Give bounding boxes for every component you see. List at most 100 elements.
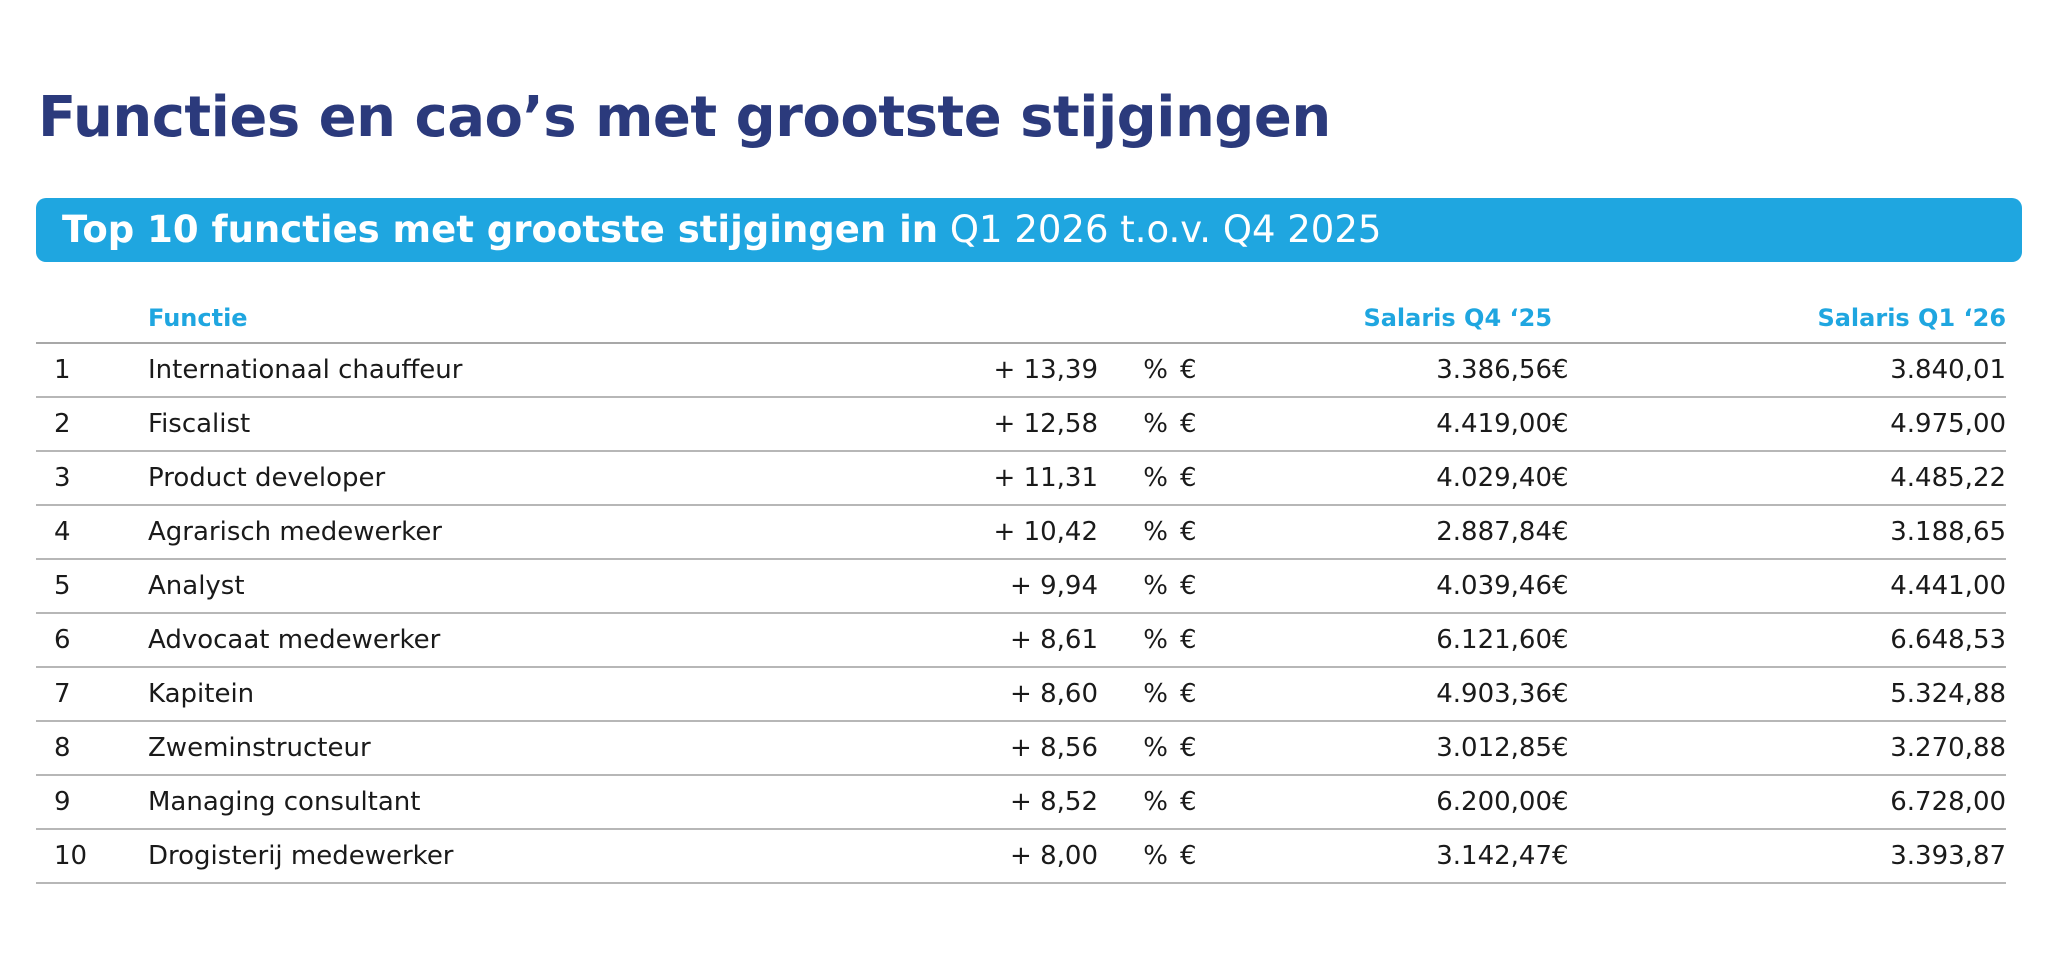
row-q1-currency: € (1552, 613, 1791, 668)
row-percent-symbol: % (1098, 397, 1180, 452)
row-salary-q4: 4.903,36 (1346, 667, 1553, 722)
row-q1-currency: € (1552, 505, 1791, 560)
row-salary-q1: 3.270,88 (1790, 721, 2007, 776)
table-header-row: Functie Salaris Q4 ‘25 Salaris Q1 ‘26 (36, 294, 2007, 344)
row-q1-currency: € (1552, 343, 1791, 398)
row-percent-symbol: % (1098, 343, 1180, 398)
row-salary-q1: 3.393,87 (1790, 829, 2007, 884)
row-percent-symbol: % (1098, 775, 1180, 830)
row-rank: 4 (36, 505, 148, 560)
row-change: + 8,60 (968, 667, 1098, 722)
table-row: 6 Advocaat medewerker + 8,61% €6.121,60 €6.6… (36, 613, 2007, 668)
row-function: Kapitein (148, 667, 968, 722)
row-q4-currency: € (1180, 343, 1346, 398)
row-q4-currency: € (1180, 397, 1346, 452)
row-rank: 1 (36, 343, 148, 398)
row-salary-q1: 5.324,88 (1790, 667, 2007, 722)
row-salary-q4: 4.039,46 (1346, 559, 1553, 614)
row-salary-q1: 6.728,00 (1790, 775, 2007, 830)
table-row: 8 Zweminstructeur + 8,56% €3.012,85 €3.270,8… (36, 721, 2007, 776)
row-q4-currency: € (1180, 559, 1346, 614)
row-q4-currency: € (1180, 775, 1346, 830)
table-row: 4 Agrarisch medewerker + 10,42% €2.887,84 €3… (36, 505, 2007, 560)
row-rank: 8 (36, 721, 148, 776)
row-function: Analyst (148, 559, 968, 614)
row-rank: 9 (36, 775, 148, 830)
row-rank: 10 (36, 829, 148, 884)
table-row: 2 Fiscalist + 12,58% €4.419,00 €4.975,00 (36, 397, 2007, 452)
table-row: 5 Analyst + 9,94% €4.039,46 €4.441,00 (36, 559, 2007, 614)
row-percent-symbol: % (1098, 451, 1180, 506)
row-q1-currency: € (1552, 559, 1791, 614)
section-banner: Top 10 functies met grootste stijgingen … (36, 198, 2022, 262)
row-salary-q4: 2.887,84 (1346, 505, 1553, 560)
row-function: Product developer (148, 451, 968, 506)
row-salary-q4: 4.419,00 (1346, 397, 1553, 452)
row-rank: 2 (36, 397, 148, 452)
row-q4-currency: € (1180, 829, 1346, 884)
row-q4-currency: € (1180, 451, 1346, 506)
banner-text-bold: Top 10 functies met grootste stijgingen … (62, 208, 939, 251)
row-function: Zweminstructeur (148, 721, 968, 776)
row-function: Fiscalist (148, 397, 968, 452)
row-function: Managing consultant (148, 775, 968, 830)
row-percent-symbol: % (1098, 613, 1180, 668)
table-row: 7 Kapitein + 8,60% €4.903,36 €5.324,88 (36, 667, 2007, 722)
row-rank: 6 (36, 613, 148, 668)
row-salary-q4: 4.029,40 (1346, 451, 1553, 506)
row-change: + 8,61 (968, 613, 1098, 668)
row-salary-q4: 6.200,00 (1346, 775, 1553, 830)
row-salary-q1: 4.485,22 (1790, 451, 2007, 506)
table-row: 1 Internationaal chauffeur + 13,39% €3.386,… (36, 343, 2007, 398)
row-q1-currency: € (1552, 451, 1791, 506)
row-salary-q4: 3.386,56 (1346, 343, 1553, 398)
row-change: + 10,42 (968, 505, 1098, 560)
row-salary-q1: 6.648,53 (1790, 613, 2007, 668)
row-percent-symbol: % (1098, 829, 1180, 884)
row-change: + 8,52 (968, 775, 1098, 830)
header-rank (36, 294, 148, 344)
row-function: Advocaat medewerker (148, 613, 968, 668)
table-body: 1 Internationaal chauffeur + 13,39% €3.386,… (36, 343, 2007, 884)
row-salary-q1: 4.441,00 (1790, 559, 2007, 614)
row-q4-currency: € (1180, 505, 1346, 560)
row-q4-currency: € (1180, 721, 1346, 776)
header-salary-q4: Salaris Q4 ‘25 (1180, 294, 1553, 344)
row-q1-currency: € (1552, 397, 1791, 452)
row-rank: 5 (36, 559, 148, 614)
banner-text-period: Q1 2026 t.o.v. Q4 2025 (949, 208, 1382, 251)
row-q4-currency: € (1180, 667, 1346, 722)
row-q4-currency: € (1180, 613, 1346, 668)
row-q1-currency: € (1552, 775, 1791, 830)
row-salary-q4: 3.012,85 (1346, 721, 1553, 776)
row-change: + 8,56 (968, 721, 1098, 776)
row-salary-q1: 3.188,65 (1790, 505, 2007, 560)
row-function: Agrarisch medewerker (148, 505, 968, 560)
row-function: Internationaal chauffeur (148, 343, 968, 398)
row-percent-symbol: % (1098, 667, 1180, 722)
page-title: Functies en cao’s met grootste stijginge… (38, 85, 1331, 150)
row-percent-symbol: % (1098, 559, 1180, 614)
row-salary-q1: 4.975,00 (1790, 397, 2007, 452)
table-row: 9 Managing consultant + 8,52% €6.200,00 €6.7… (36, 775, 2007, 830)
row-function: Drogisterij medewerker (148, 829, 968, 884)
header-function: Functie (148, 294, 968, 344)
row-q1-currency: € (1552, 721, 1791, 776)
row-rank: 3 (36, 451, 148, 506)
table-row: 10 Drogisterij medewerker + 8,00% €3.142,47… (36, 829, 2007, 884)
row-salary-q4: 3.142,47 (1346, 829, 1553, 884)
header-salary-q1: Salaris Q1 ‘26 (1552, 294, 2007, 344)
row-percent-symbol: % (1098, 505, 1180, 560)
banner-text: Top 10 functies met grootste stijgingen … (62, 198, 1381, 262)
row-change: + 12,58 (968, 397, 1098, 452)
row-change: + 13,39 (968, 343, 1098, 398)
row-q1-currency: € (1552, 667, 1791, 722)
table-row: 3 Product developer + 11,31% €4.029,40 €4.48… (36, 451, 2007, 506)
row-rank: 7 (36, 667, 148, 722)
row-change: + 11,31 (968, 451, 1098, 506)
row-salary-q4: 6.121,60 (1346, 613, 1553, 668)
header-change (968, 294, 1180, 344)
row-percent-symbol: % (1098, 721, 1180, 776)
